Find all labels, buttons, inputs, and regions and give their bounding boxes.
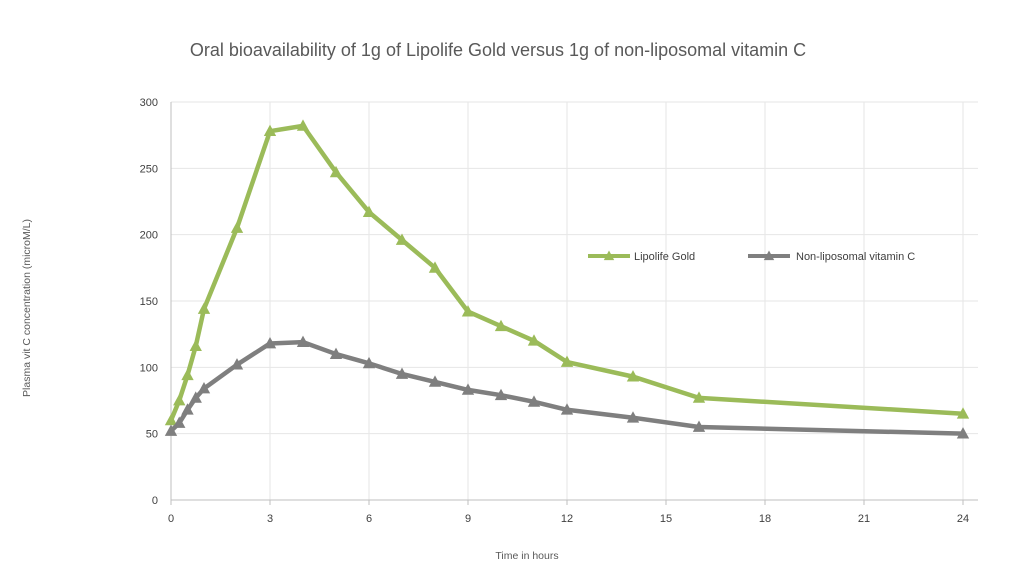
x-tick-label: 6: [366, 513, 372, 525]
data-point-marker: [263, 336, 277, 349]
data-point-marker: [189, 391, 202, 403]
data-point-marker: [527, 395, 541, 407]
data-point-marker: [560, 403, 574, 415]
x-tick-label: 18: [759, 513, 771, 525]
data-point-marker: [560, 355, 574, 367]
data-point-marker: [181, 403, 194, 415]
y-tick-label: 50: [146, 429, 158, 441]
data-point-marker: [263, 124, 277, 137]
y-tick-label: 100: [140, 362, 158, 374]
data-point-marker: [197, 302, 211, 314]
chart-title: Oral bioavailability of 1g of Lipolife G…: [190, 40, 806, 60]
data-point-marker: [494, 388, 508, 401]
data-point-marker: [527, 334, 541, 346]
data-point-marker: [692, 420, 706, 432]
x-tick-label: 0: [168, 513, 174, 525]
data-point-marker: [329, 347, 343, 359]
grid-lines: [171, 101, 978, 500]
data-point-marker: [189, 339, 202, 351]
legend-marker: [603, 250, 615, 261]
data-point-marker: [181, 368, 194, 381]
data-point-marker: [230, 358, 244, 370]
data-point-marker: [461, 305, 475, 317]
x-tick-label: 12: [561, 513, 573, 525]
y-tick-label: 150: [140, 296, 158, 308]
data-point-marker: [395, 367, 409, 379]
data-point-marker: [461, 383, 475, 395]
x-tick-label: 15: [660, 513, 672, 525]
legend-label: Lipolife Gold: [634, 251, 695, 263]
data-point-marker: [173, 394, 186, 406]
data-point-marker: [428, 261, 442, 273]
data-point-marker: [692, 391, 706, 403]
data-point-marker: [329, 165, 343, 178]
data-point-marker: [197, 382, 211, 394]
data-point-marker: [230, 221, 244, 233]
y-axis-label: Plasma vit C concentration (microM/L): [21, 219, 33, 397]
y-tick-label: 0: [152, 495, 158, 507]
legend: Lipolife Gold Non-liposomal vitamin C: [588, 250, 915, 263]
data-point-marker: [956, 407, 970, 419]
data-point-marker: [164, 424, 178, 436]
y-tick-label: 200: [140, 230, 158, 242]
data-point-marker: [395, 233, 409, 245]
x-tick-label: 3: [267, 513, 273, 525]
x-axis-label: Time in hours: [495, 550, 558, 562]
data-point-marker: [296, 335, 310, 348]
data-point-marker: [296, 119, 310, 131]
y-tick-label: 300: [140, 97, 158, 109]
data-point-marker: [173, 416, 186, 428]
y-tick-label: 250: [140, 163, 158, 175]
axes: [170, 102, 978, 505]
data-point-marker: [956, 427, 970, 439]
legend-marker: [763, 250, 775, 261]
data-point-marker: [626, 411, 640, 423]
x-tick-label: 21: [858, 513, 870, 525]
data-point-marker: [626, 370, 640, 382]
legend-label: Non-liposomal vitamin C: [796, 251, 915, 263]
x-tick-label: 9: [465, 513, 471, 525]
data-point-marker: [362, 356, 376, 369]
tick-labels: 0 50 100 150 200 250 300 0 3 6 9 12 15 18 21 24: [140, 97, 969, 525]
data-point-marker: [362, 205, 376, 217]
data-point-marker: [494, 319, 508, 332]
data-point-marker: [428, 375, 442, 387]
series-group: [164, 119, 970, 439]
data-point-marker: [164, 413, 178, 426]
x-tick-label: 24: [957, 513, 969, 525]
